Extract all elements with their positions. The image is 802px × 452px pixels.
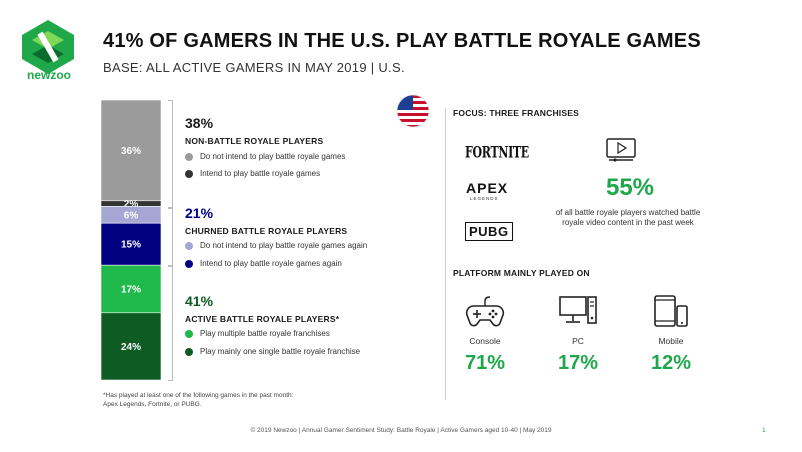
video-screen-icon	[606, 138, 636, 162]
legend-label: Do not intend to play battle royale game…	[200, 241, 368, 250]
group-pct-non-br: 38%	[185, 115, 214, 131]
bar-segment-label: 24%	[121, 342, 141, 353]
bar-segment-label: 17%	[121, 285, 141, 296]
platform-value-mobile: 12%	[650, 352, 692, 374]
group-title-churned: CHURNED BATTLE ROYALE PLAYERS	[185, 226, 348, 236]
bar-segment-label: 15%	[121, 240, 141, 251]
legend-item: Do not intend to play battle royale game…	[185, 152, 345, 161]
stacked-bar-chart: 36% 2%6% 15% 17% 24%	[101, 100, 161, 380]
legend-swatch	[185, 259, 193, 268]
gamepad-icon	[465, 296, 505, 327]
video-stat-description: of all battle royale players watched bat…	[555, 208, 701, 227]
legend-label: Intend to play battle royale games	[200, 169, 321, 178]
video-stat-value: 55%	[605, 174, 655, 201]
legend-item: Play multiple battle royale franchises	[185, 329, 330, 338]
us-flag-icon	[396, 94, 430, 128]
logo-wordmark: newzoo	[27, 68, 71, 82]
group-bracket-active	[168, 266, 173, 381]
platform-title: PLATFORM MAINLY PLAYED ON	[453, 268, 590, 278]
bar-segment-label: 6%	[124, 210, 139, 221]
legend-label: Intend to play battle royale games again	[200, 259, 342, 268]
footer-source: © 2019 Newzoo | Annual Gamer Sentiment S…	[250, 427, 552, 434]
footnote: *Has played at least one of the followin…	[103, 392, 294, 408]
group-pct-active: 41%	[185, 293, 214, 309]
legend-item: Do not intend to play battle royale game…	[185, 241, 367, 250]
platform-label-pc: PC	[572, 336, 584, 346]
desktop-pc-icon	[559, 296, 597, 324]
bar-segment-label: 36%	[121, 146, 141, 157]
pubg-logo: PUBG	[465, 222, 513, 241]
bar-segment-36	[101, 100, 161, 202]
section-divider	[445, 108, 446, 400]
legend-item: Intend to play battle royale games again	[185, 259, 342, 268]
group-bracket-churned	[168, 208, 173, 266]
platform-value-pc: 17%	[557, 352, 599, 374]
legend-label: Play multiple battle royale franchises	[200, 329, 330, 338]
legend-swatch	[185, 152, 193, 161]
legend-item: Intend to play battle royale games	[185, 169, 320, 178]
bar-segment-24	[101, 312, 161, 380]
focus-title: FOCUS: THREE FRANCHISES	[453, 108, 579, 118]
legend-item: Play mainly one single battle royale fra…	[185, 347, 360, 356]
group-title-active: ACTIVE BATTLE ROYALE PLAYERS*	[185, 314, 340, 324]
legend-label: Play mainly one single battle royale fra…	[200, 347, 361, 356]
legend-label: Do not intend to play battle royale game…	[200, 152, 346, 161]
apex-legends-sublabel: LEGENDS	[470, 196, 499, 201]
platform-value-console: 71%	[464, 352, 506, 374]
mobile-devices-icon	[654, 295, 688, 327]
page-number: 1	[762, 427, 766, 434]
apex-logo: APEX	[466, 180, 509, 196]
legend-swatch	[185, 347, 193, 356]
page-subtitle: BASE: ALL ACTIVE GAMERS IN MAY 2019 | U.…	[103, 60, 405, 75]
fortnite-logo: FORTNITE	[465, 143, 529, 162]
bar-segment-label: 2%	[124, 199, 139, 210]
group-bracket-non-br	[168, 100, 173, 208]
legend-swatch	[185, 329, 193, 338]
legend-swatch	[185, 169, 193, 178]
group-title-non-br: NON-BATTLE ROYALE PLAYERS	[185, 136, 324, 146]
page-title: 41% OF GAMERS IN THE U.S. PLAY BATTLE RO…	[103, 30, 701, 52]
legend-swatch	[185, 241, 193, 250]
newzoo-logo	[22, 20, 74, 74]
platform-label-console: Console	[469, 336, 501, 346]
group-pct-churned: 21%	[185, 205, 214, 221]
platform-label-mobile: Mobile	[658, 336, 684, 346]
